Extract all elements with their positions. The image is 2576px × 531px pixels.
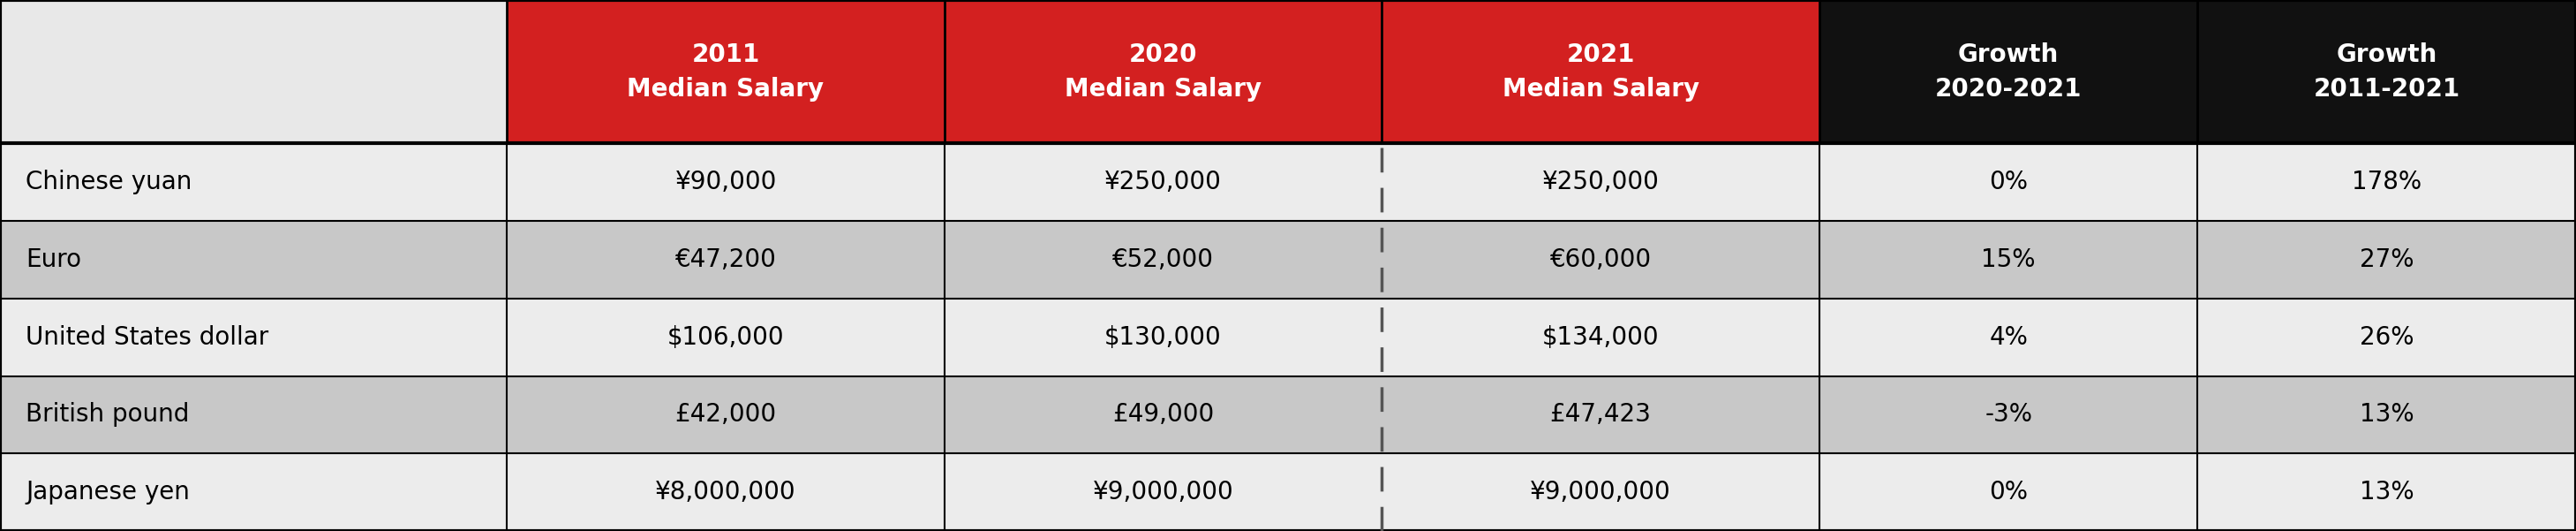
Bar xyxy=(945,376,1381,453)
Text: 4%: 4% xyxy=(1989,325,2027,349)
Bar xyxy=(0,143,507,221)
Bar xyxy=(2197,221,2576,298)
Bar xyxy=(2197,376,2576,453)
Bar xyxy=(1819,298,2197,376)
Bar xyxy=(2197,298,2576,376)
Text: -3%: -3% xyxy=(1984,402,2032,427)
Bar xyxy=(1381,143,1819,221)
Text: 15%: 15% xyxy=(1981,247,2035,272)
Bar xyxy=(1819,0,2197,143)
Bar xyxy=(2197,453,2576,531)
Text: £42,000: £42,000 xyxy=(675,402,775,427)
Text: Euro: Euro xyxy=(26,247,82,272)
Text: $134,000: $134,000 xyxy=(1543,325,1659,349)
Text: 0%: 0% xyxy=(1989,480,2027,504)
Text: Growth
2020-2021: Growth 2020-2021 xyxy=(1935,42,2081,101)
Text: Japanese yen: Japanese yen xyxy=(26,480,191,504)
Bar xyxy=(1381,453,1819,531)
Bar xyxy=(1819,221,2197,298)
Bar xyxy=(1819,143,2197,221)
Bar xyxy=(945,221,1381,298)
Text: £49,000: £49,000 xyxy=(1113,402,1213,427)
Text: ¥9,000,000: ¥9,000,000 xyxy=(1092,480,1234,504)
Text: £47,423: £47,423 xyxy=(1551,402,1651,427)
Bar xyxy=(1381,376,1819,453)
Bar xyxy=(1819,376,2197,453)
Bar xyxy=(945,298,1381,376)
Text: 26%: 26% xyxy=(2360,325,2414,349)
Bar xyxy=(0,298,507,376)
Text: ¥250,000: ¥250,000 xyxy=(1543,170,1659,194)
Bar xyxy=(0,376,507,453)
Bar xyxy=(507,453,945,531)
Text: ¥90,000: ¥90,000 xyxy=(675,170,775,194)
Text: Growth
2011-2021: Growth 2011-2021 xyxy=(2313,42,2460,101)
Bar xyxy=(507,143,945,221)
Text: 0%: 0% xyxy=(1989,170,2027,194)
Text: $130,000: $130,000 xyxy=(1105,325,1221,349)
Text: 2011
Median Salary: 2011 Median Salary xyxy=(626,42,824,101)
Text: 2020
Median Salary: 2020 Median Salary xyxy=(1064,42,1262,101)
Text: United States dollar: United States dollar xyxy=(26,325,268,349)
Bar xyxy=(0,453,507,531)
Bar xyxy=(945,143,1381,221)
Text: 27%: 27% xyxy=(2360,247,2414,272)
Bar xyxy=(507,0,945,143)
Text: €47,200: €47,200 xyxy=(675,247,775,272)
Text: 13%: 13% xyxy=(2360,480,2414,504)
Text: €60,000: €60,000 xyxy=(1551,247,1651,272)
Text: Chinese yuan: Chinese yuan xyxy=(26,170,193,194)
Bar xyxy=(945,0,1381,143)
Text: $106,000: $106,000 xyxy=(667,325,783,349)
Text: 13%: 13% xyxy=(2360,402,2414,427)
Text: ¥250,000: ¥250,000 xyxy=(1105,170,1221,194)
Bar xyxy=(507,376,945,453)
Bar xyxy=(1381,0,1819,143)
Text: €52,000: €52,000 xyxy=(1113,247,1213,272)
Text: 178%: 178% xyxy=(2352,170,2421,194)
Bar xyxy=(2197,143,2576,221)
Bar xyxy=(1819,453,2197,531)
Bar xyxy=(945,453,1381,531)
Bar xyxy=(1381,221,1819,298)
Text: ¥8,000,000: ¥8,000,000 xyxy=(654,480,796,504)
Bar xyxy=(1381,298,1819,376)
Bar xyxy=(0,221,507,298)
Text: 2021
Median Salary: 2021 Median Salary xyxy=(1502,42,1700,101)
Text: British pound: British pound xyxy=(26,402,191,427)
Bar xyxy=(0,0,507,143)
Bar xyxy=(507,221,945,298)
Bar xyxy=(2197,0,2576,143)
Text: ¥9,000,000: ¥9,000,000 xyxy=(1530,480,1672,504)
Bar xyxy=(507,298,945,376)
